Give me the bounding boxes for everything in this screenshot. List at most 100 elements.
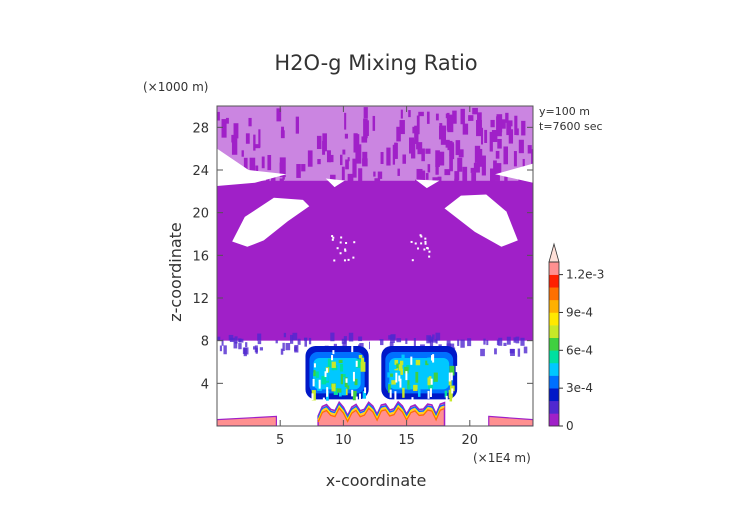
main-layer-speckle — [304, 337, 307, 347]
core-speckle — [427, 377, 431, 386]
main-layer-speckle — [275, 340, 278, 344]
core-speckle — [311, 390, 316, 401]
clear-air-gap — [217, 148, 287, 186]
clear-speck — [331, 235, 334, 238]
main-layer-speckle — [432, 334, 435, 340]
y-axis-label: z-coordinate — [166, 222, 185, 322]
main-layer-speckle — [219, 345, 222, 352]
core-speckle — [415, 371, 419, 383]
main-layer-speckle — [390, 334, 395, 344]
core-speckle — [338, 359, 343, 364]
main-layer-speckle — [435, 338, 438, 344]
main-layer-speckle — [285, 343, 291, 351]
core-speckle — [356, 359, 362, 368]
core-gap — [364, 387, 367, 394]
core-speckle — [398, 364, 403, 371]
core-gap — [427, 390, 430, 399]
core-speckle — [341, 373, 346, 378]
main-layer-speckle — [450, 343, 455, 352]
clear-speck — [414, 242, 417, 245]
y-tick-label: 4 — [201, 377, 209, 392]
main-layer-speckle — [333, 343, 337, 347]
colorbar-segment — [549, 299, 559, 313]
core-speckle — [396, 363, 400, 369]
colorbar-label: 0 — [566, 419, 574, 433]
clear-speck — [331, 238, 334, 241]
core-speckle — [362, 391, 367, 399]
clear-air-gap — [444, 194, 518, 247]
x-axis: 5 10 15 20 — [276, 106, 478, 448]
colorbar-segment — [549, 325, 559, 338]
core-speckle — [400, 368, 403, 375]
core-speckle — [340, 374, 344, 385]
colorbar-segment — [549, 375, 559, 389]
core-gap — [445, 395, 448, 403]
core-speckle — [433, 372, 438, 382]
core-gap — [332, 350, 335, 355]
clear-speck — [332, 236, 335, 239]
y-tick-label: 24 — [192, 164, 209, 179]
core-gap — [432, 354, 435, 363]
clear-speck — [419, 234, 422, 237]
clear-speck — [333, 259, 336, 262]
clear-speck — [424, 240, 427, 243]
clear-speck — [428, 250, 431, 253]
core-speckle — [390, 373, 393, 377]
main-layer-speckle — [520, 337, 525, 346]
x-tick-label: 5 — [276, 433, 284, 448]
plot-frame — [216, 105, 534, 427]
x-tick-label: 20 — [462, 433, 479, 448]
main-layer-speckle — [238, 343, 242, 350]
core-speckle — [327, 358, 332, 368]
colorbar-label: 3e-4 — [566, 381, 593, 395]
core-speckle — [331, 361, 336, 368]
colorbar-segment — [549, 413, 559, 427]
core-gap — [398, 375, 401, 382]
core-speckle — [399, 360, 404, 365]
region-surface-layer — [217, 400, 533, 426]
main-layer-speckle — [282, 342, 285, 351]
main-layer-speckle — [396, 338, 402, 343]
clear-speck — [345, 242, 348, 245]
colorbar-frame — [548, 261, 560, 427]
core-gap — [355, 360, 358, 367]
surface-left — [217, 415, 278, 426]
main-layer-speckle — [389, 342, 394, 348]
core-gap — [351, 389, 354, 397]
core-speckle — [341, 386, 346, 396]
clear-speck — [424, 237, 427, 240]
y-tick-label: 12 — [192, 292, 209, 307]
main-layer-speckle — [280, 348, 284, 355]
core-speckle — [427, 357, 433, 364]
core-speckle — [435, 380, 438, 386]
colorbar-segment — [549, 388, 559, 402]
main-layer-speckle — [217, 336, 221, 341]
core-speckle — [389, 362, 393, 372]
x-tick-label: 10 — [335, 433, 352, 448]
y-tick-label: 28 — [192, 121, 209, 136]
core-gap — [410, 356, 413, 365]
main-layer-speckle — [233, 341, 238, 349]
main-layer-speckle — [480, 348, 485, 357]
colorbar-segment — [549, 287, 559, 301]
main-layer-speckle — [483, 338, 486, 345]
main-layer-speckle — [523, 346, 528, 354]
main-layer-speckle — [496, 339, 500, 346]
core-gap — [351, 346, 354, 353]
main-layer-speckle — [348, 332, 354, 342]
clear-speck — [339, 241, 342, 244]
clear-speck — [339, 252, 342, 255]
clear-air-gap — [232, 197, 310, 247]
main-layer-speckle — [513, 337, 516, 343]
core-gap — [331, 355, 334, 361]
core-speckle — [354, 378, 358, 386]
core-speckle — [401, 354, 405, 364]
clear-air-gap — [415, 179, 440, 189]
region-right-core — [381, 346, 458, 404]
core-gap — [450, 372, 453, 381]
main-layer-speckle — [245, 342, 248, 347]
core-speckle — [313, 371, 319, 378]
y-tick-label: 20 — [192, 207, 209, 222]
core-gap — [394, 391, 397, 400]
main-layer-speckle — [431, 339, 437, 343]
